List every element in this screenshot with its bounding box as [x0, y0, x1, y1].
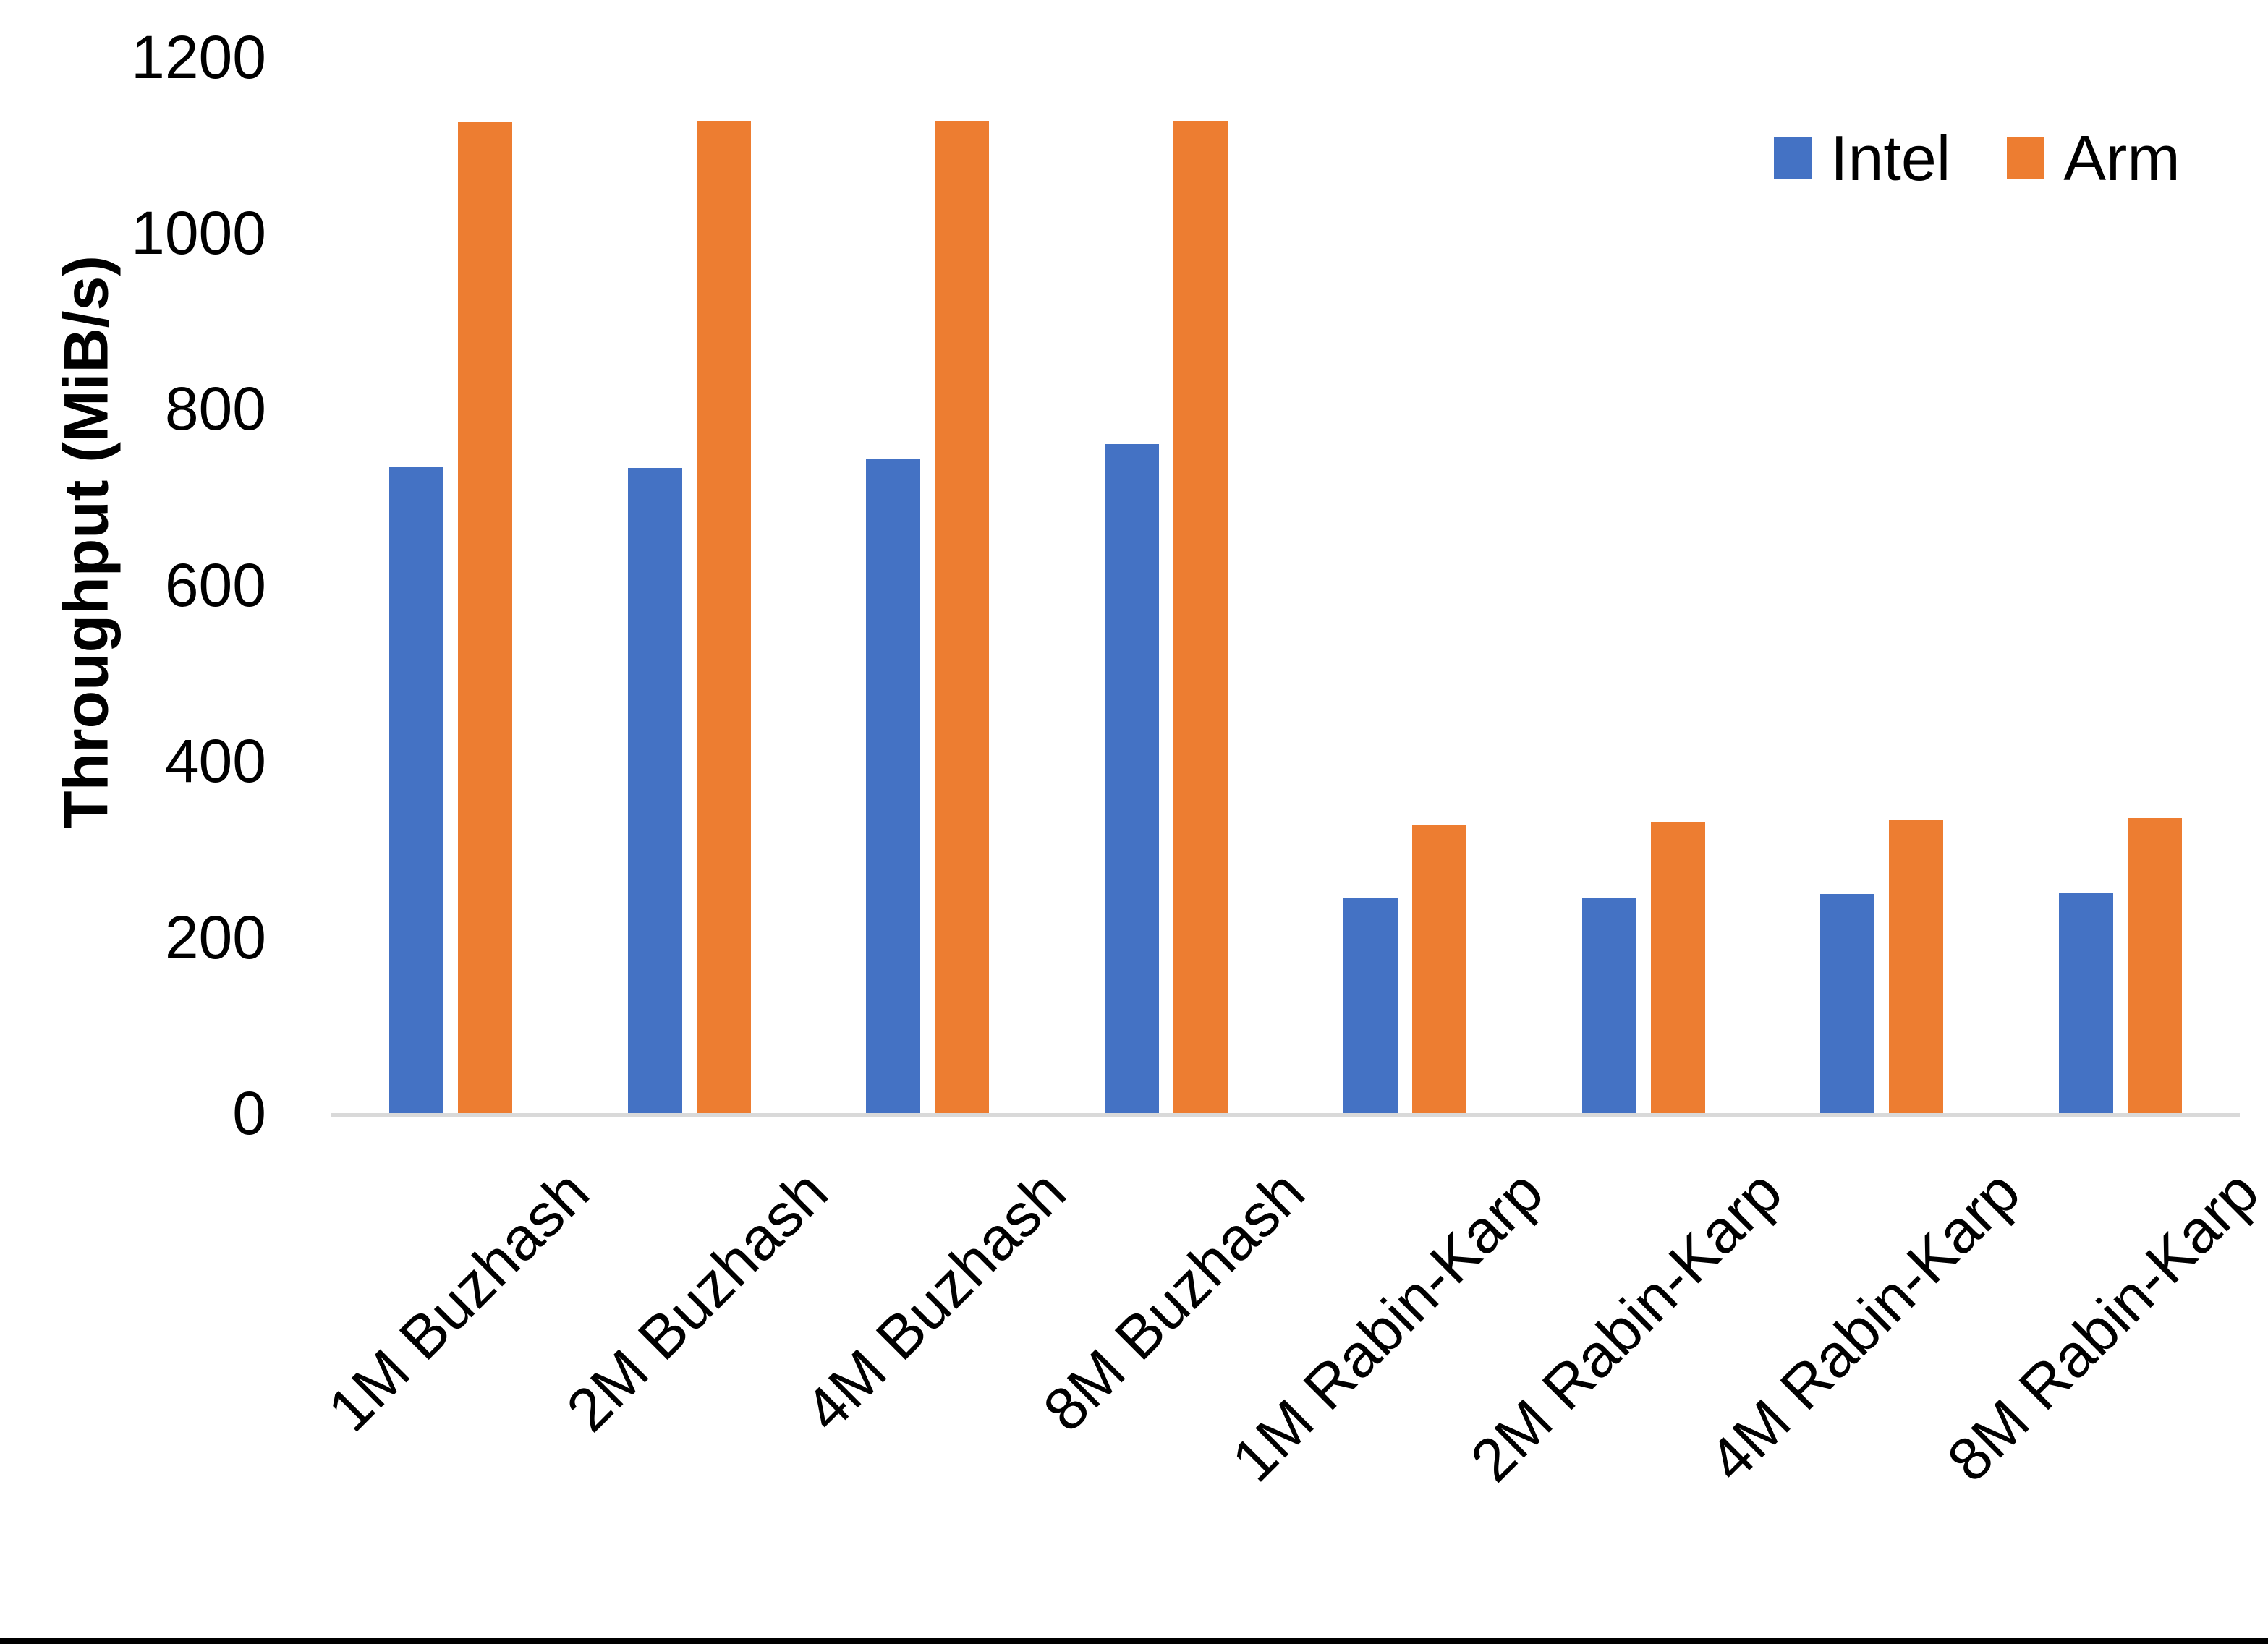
bar-intel-4	[1105, 444, 1160, 1113]
bar-arm-8	[2128, 818, 2183, 1113]
bar-intel-8	[2059, 893, 2114, 1113]
bar-arm-3	[935, 121, 990, 1113]
legend-label-intel: Intel	[1830, 122, 1951, 194]
bar-intel-5	[1343, 897, 1398, 1113]
legend-label-arm: Arm	[2063, 122, 2180, 194]
legend-item-arm: Arm	[2007, 122, 2180, 195]
legend-swatch-intel	[1774, 137, 1812, 179]
y-tick-label: 600	[164, 550, 266, 619]
bar-arm-2	[696, 121, 751, 1113]
y-tick-label: 0	[232, 1079, 266, 1147]
legend: Intel Arm	[1774, 122, 2180, 195]
legend-item-intel: Intel	[1774, 122, 1950, 195]
bar-arm-1	[457, 122, 512, 1113]
y-tick-label: 200	[164, 903, 266, 971]
y-tick-label: 1000	[131, 199, 266, 267]
y-tick-label: 400	[164, 727, 266, 796]
x-category-label: 1M Buzhash	[314, 1157, 602, 1444]
bar-arm-5	[1411, 825, 1466, 1113]
bottom-border	[0, 1638, 2268, 1644]
y-tick-label: 1200	[131, 22, 266, 91]
bar-arm-6	[1650, 822, 1705, 1113]
bar-intel-3	[866, 459, 921, 1113]
bar-intel-1	[388, 466, 443, 1113]
bar-arm-7	[1889, 819, 1944, 1113]
legend-swatch-arm	[2007, 137, 2045, 179]
bar-intel-7	[1820, 893, 1875, 1113]
bar-intel-2	[627, 467, 682, 1113]
x-axis-line	[331, 1113, 2240, 1117]
bar-intel-6	[1581, 897, 1636, 1113]
bar-arm-4	[1173, 121, 1228, 1113]
y-tick-label: 800	[164, 375, 266, 443]
